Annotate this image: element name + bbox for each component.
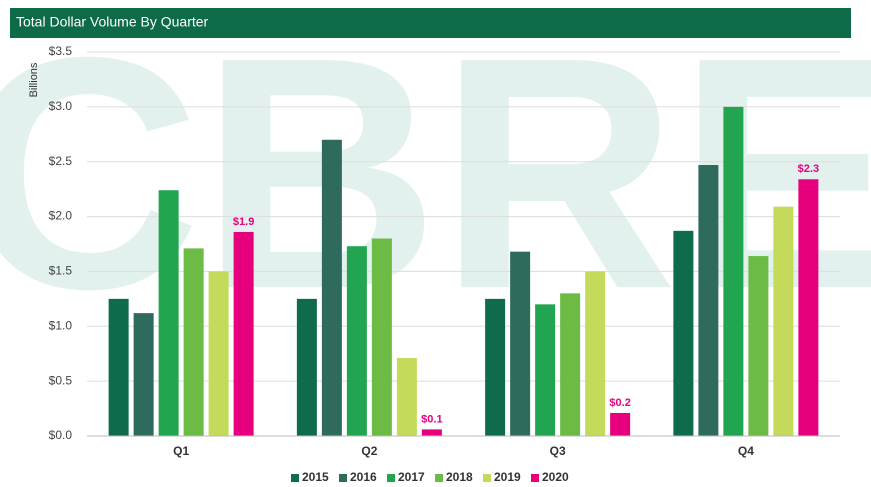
- bar: [748, 256, 769, 436]
- data-label: $1.9: [233, 216, 254, 228]
- y-tick-label: $1.0: [49, 318, 73, 332]
- bar: [421, 429, 442, 436]
- bar: [798, 179, 819, 437]
- legend-swatch: [387, 474, 395, 482]
- bar: [673, 230, 694, 436]
- bar: [485, 298, 506, 436]
- bar: [585, 271, 606, 436]
- legend-label: 2018: [446, 470, 473, 484]
- y-tick-label: $2.0: [49, 209, 73, 223]
- x-tick-label: Q1: [173, 444, 189, 458]
- y-tick-label: $2.5: [49, 154, 73, 168]
- y-tick-label: $1.5: [49, 264, 73, 278]
- data-label: $2.3: [798, 163, 819, 175]
- x-tick-label: Q2: [361, 444, 377, 458]
- y-tick-label: $0.5: [49, 373, 73, 387]
- title-bar: [10, 8, 851, 38]
- bar: [698, 165, 719, 436]
- bar: [723, 106, 744, 436]
- legend-swatch: [531, 474, 539, 482]
- legend-swatch: [435, 474, 443, 482]
- legend-swatch: [339, 474, 347, 482]
- x-tick-label: Q4: [738, 444, 754, 458]
- bar: [610, 412, 631, 436]
- y-axis-label: Billions: [28, 62, 40, 97]
- bar: [371, 238, 392, 436]
- legend-label: 2020: [542, 470, 569, 484]
- bar: [108, 298, 129, 436]
- y-tick-label: $3.5: [49, 44, 73, 58]
- y-tick-label: $3.0: [49, 99, 73, 113]
- bar: [233, 231, 254, 436]
- legend-label: 2017: [398, 470, 425, 484]
- legend-label: 2016: [350, 470, 377, 484]
- bar: [158, 190, 179, 436]
- bar: [183, 248, 204, 436]
- x-tick-label: Q3: [550, 444, 566, 458]
- bar: [396, 358, 417, 436]
- bar: [535, 304, 556, 436]
- y-tick-label: $0.0: [49, 428, 73, 442]
- bar: [208, 271, 229, 436]
- legend-swatch: [291, 474, 299, 482]
- bar: [296, 298, 317, 436]
- bar: [510, 251, 531, 436]
- bar: [321, 139, 342, 436]
- legend-swatch: [483, 474, 491, 482]
- bar: [773, 206, 794, 436]
- legend-label: 2019: [494, 470, 521, 484]
- bar: [133, 313, 154, 436]
- data-label: $0.1: [421, 413, 442, 425]
- bar: [560, 293, 581, 436]
- chart-title: Total Dollar Volume By Quarter: [16, 14, 209, 30]
- bar: [346, 246, 367, 436]
- legend-label: 2015: [302, 470, 329, 484]
- data-label: $0.2: [609, 397, 630, 409]
